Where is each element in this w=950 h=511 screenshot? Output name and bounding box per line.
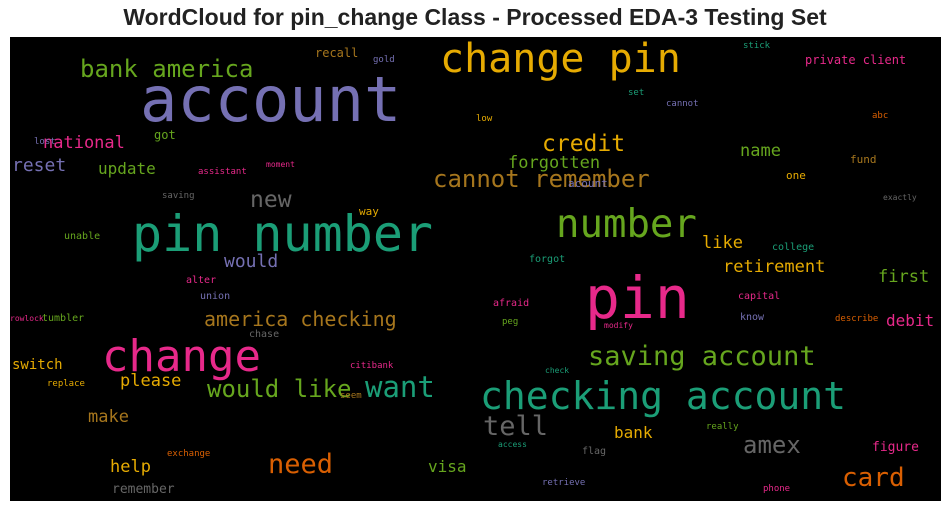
word: unable — [64, 231, 101, 242]
word: exchange — [167, 449, 211, 459]
word-cloud-canvas: account change pin bank america pin numb… — [10, 37, 941, 501]
word: check — [545, 366, 570, 375]
word: forgot — [529, 254, 566, 265]
word: like — [702, 233, 743, 253]
word: peg — [502, 317, 519, 327]
word: first — [878, 267, 930, 287]
word: low — [476, 114, 493, 124]
word: seem — [340, 391, 362, 401]
word: bank — [614, 423, 653, 442]
word: would — [224, 251, 279, 272]
word: figure — [872, 440, 919, 455]
word: number — [556, 202, 697, 247]
word: access — [498, 440, 527, 449]
word: want — [365, 370, 435, 404]
word: union — [200, 291, 231, 302]
word: abc — [872, 111, 889, 121]
word: got — [154, 128, 176, 142]
word: modify — [604, 321, 633, 330]
word: switch — [12, 357, 63, 373]
word: bank america — [80, 55, 254, 83]
word: tell — [483, 411, 549, 442]
word: alter — [186, 275, 217, 286]
word: amex — [743, 431, 801, 459]
word: forgotten — [508, 153, 601, 173]
word: reset — [12, 155, 67, 176]
word: would like — [207, 375, 352, 403]
word: credit — [542, 131, 626, 157]
word: need — [268, 449, 334, 480]
word: citibank — [350, 361, 394, 371]
word: flag — [582, 446, 607, 457]
word: college — [772, 242, 815, 253]
word: rowlock — [10, 314, 44, 323]
word: recall — [315, 46, 359, 60]
word: tumbler — [42, 313, 85, 324]
word: cannot remember — [433, 165, 650, 193]
word: exactly — [883, 193, 917, 202]
word: account — [140, 63, 402, 136]
word: describe — [835, 314, 879, 324]
word: gold — [373, 55, 395, 65]
word: remember — [112, 482, 175, 497]
word: one — [786, 169, 806, 182]
word: moment — [266, 160, 295, 169]
word: name — [740, 141, 781, 161]
word: replace — [47, 379, 85, 389]
word: saving — [162, 191, 195, 201]
word: phone — [763, 484, 791, 494]
word: please — [120, 371, 182, 391]
word: afraid — [493, 298, 530, 309]
word: make — [88, 407, 129, 427]
word: assistant — [198, 167, 247, 177]
word: new — [250, 187, 292, 213]
word: pin number — [132, 205, 434, 263]
word: chase — [249, 329, 280, 340]
word: change — [102, 331, 261, 382]
word: set — [628, 88, 645, 98]
word: card — [842, 463, 905, 493]
word: change pin — [440, 37, 681, 82]
word: fund — [850, 153, 877, 166]
word: capital — [738, 291, 781, 302]
word: update — [98, 159, 156, 178]
chart-title: WordCloud for pin_change Class - Process… — [123, 4, 827, 30]
word: retirement — [723, 257, 826, 277]
word: really — [706, 422, 739, 432]
word: saving account — [588, 341, 816, 372]
word: national — [43, 133, 125, 153]
word: know — [740, 312, 765, 323]
word: lost — [34, 137, 56, 147]
word: private client — [805, 53, 907, 67]
word: acount — [568, 177, 608, 190]
word: pin — [585, 264, 690, 332]
word: checking account — [480, 374, 847, 418]
word: america checking — [204, 307, 397, 331]
word: help — [110, 457, 151, 477]
word: debit — [886, 311, 935, 330]
word: way — [359, 205, 379, 218]
word: cannot — [666, 99, 699, 109]
word: stick — [743, 41, 771, 51]
word: retrieve — [542, 478, 586, 488]
word: visa — [428, 457, 467, 476]
